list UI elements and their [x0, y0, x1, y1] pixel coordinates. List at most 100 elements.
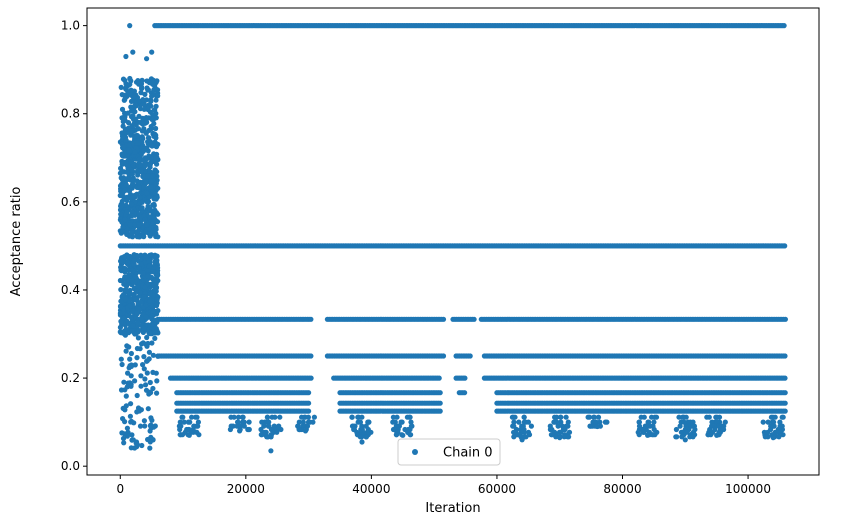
- data-point: [142, 290, 148, 296]
- data-point: [768, 414, 775, 420]
- data-point: [144, 78, 150, 84]
- data-point: [123, 85, 129, 91]
- data-point: [152, 131, 158, 137]
- data-point: [123, 393, 129, 399]
- data-point: [125, 288, 131, 294]
- data-point: [124, 169, 130, 175]
- data-point: [131, 261, 137, 267]
- data-point: [127, 81, 133, 87]
- data-point: [406, 414, 412, 420]
- data-point: [310, 419, 316, 425]
- data-point: [124, 209, 130, 215]
- data-point: [177, 419, 183, 425]
- data-point: [359, 439, 365, 445]
- data-point: [308, 375, 314, 381]
- data-point: [296, 426, 302, 433]
- data-point: [150, 173, 156, 179]
- data-point: [141, 106, 147, 112]
- data-point: [557, 435, 563, 441]
- data-point: [258, 432, 264, 438]
- data-point: [553, 434, 559, 440]
- data-point: [134, 132, 140, 139]
- data-point: [138, 261, 144, 267]
- data-point: [765, 419, 771, 425]
- data-point: [144, 222, 150, 228]
- data-point: [119, 161, 125, 167]
- data-point: [651, 419, 657, 425]
- data-point: [140, 270, 146, 276]
- data-point: [137, 346, 143, 352]
- data-point: [782, 400, 788, 406]
- data-point: [133, 296, 139, 302]
- data-point: [636, 419, 643, 425]
- data-point: [772, 414, 778, 420]
- data-point: [780, 432, 786, 438]
- x-tick-label: 0: [116, 482, 124, 496]
- data-point: [511, 434, 517, 440]
- data-point: [155, 93, 161, 99]
- data-point: [147, 445, 153, 451]
- data-point: [122, 266, 128, 272]
- data-point: [246, 419, 252, 425]
- data-point: [704, 414, 710, 420]
- data-point: [142, 284, 148, 290]
- data-point: [149, 143, 155, 149]
- data-point: [305, 419, 312, 425]
- data-point: [128, 159, 134, 165]
- data-point: [122, 387, 128, 393]
- data-point: [549, 432, 555, 438]
- data-point: [595, 414, 602, 420]
- data-point: [147, 214, 153, 220]
- data-point: [246, 426, 252, 433]
- data-point: [141, 294, 147, 300]
- data-point: [239, 414, 245, 420]
- data-point: [144, 190, 150, 196]
- data-point: [141, 234, 147, 240]
- legend: Chain 0: [397, 438, 501, 466]
- data-point: [408, 419, 414, 425]
- data-point: [154, 378, 160, 384]
- data-point: [139, 442, 145, 449]
- data-point: [154, 78, 160, 84]
- data-point: [593, 419, 599, 425]
- data-point: [132, 362, 138, 368]
- data-point: [123, 182, 129, 188]
- data-point: [591, 414, 597, 420]
- data-point: [119, 106, 126, 112]
- data-point: [132, 109, 138, 115]
- data-point: [681, 419, 687, 425]
- data-point: [123, 202, 129, 208]
- data-point: [127, 356, 133, 362]
- data-point: [565, 423, 571, 429]
- data-point: [440, 316, 447, 322]
- data-point: [143, 119, 150, 125]
- data-point: [714, 432, 720, 438]
- data-point: [151, 107, 157, 113]
- data-point: [554, 419, 560, 425]
- data-point: [679, 434, 685, 440]
- data-point: [153, 155, 159, 161]
- data-point: [153, 180, 159, 187]
- legend-label: Chain 0: [443, 446, 493, 461]
- data-point: [467, 353, 473, 359]
- data-point: [138, 90, 144, 96]
- data-point: [152, 217, 159, 223]
- x-axis-label: Iteration: [425, 501, 480, 516]
- data-point: [148, 415, 154, 421]
- data-point: [235, 419, 241, 425]
- data-point: [186, 432, 192, 438]
- data-point: [120, 224, 126, 230]
- data-point: [139, 128, 145, 134]
- data-point: [119, 361, 125, 368]
- data-point: [265, 434, 271, 440]
- y-tick-label: 0.2: [61, 371, 80, 385]
- data-point: [272, 414, 278, 420]
- x-tick-label: 100000: [725, 482, 771, 496]
- data-point: [123, 403, 129, 409]
- data-point: [760, 419, 766, 425]
- data-point: [155, 141, 161, 147]
- data-point: [147, 298, 153, 304]
- data-point: [141, 184, 147, 190]
- data-point: [136, 81, 142, 87]
- data-point: [146, 356, 152, 362]
